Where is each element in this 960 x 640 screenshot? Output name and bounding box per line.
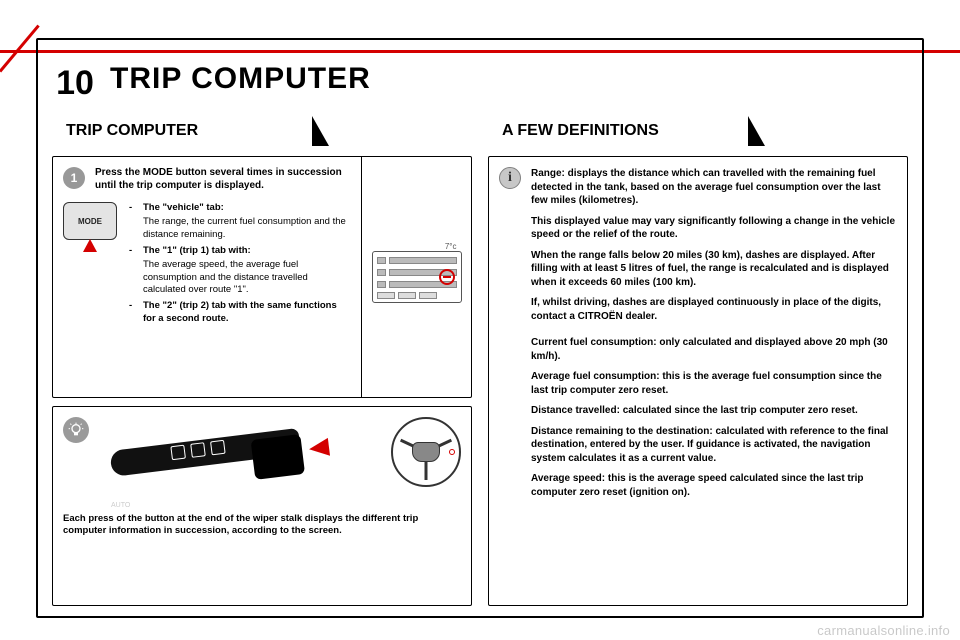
right-subheading: A FEW DEFINITIONS <box>488 116 748 146</box>
steering-wheel-icon <box>391 417 461 487</box>
tab2-title: The "2" (trip 2) tab with the same funct… <box>143 300 351 325</box>
def-dist-remaining: Distance remaining to the destination: c… <box>531 425 897 466</box>
stalk-row: AUTO <box>63 417 461 509</box>
page: 10 TRIP COMPUTER TRIP COMPUTER 1 Press t… <box>0 0 960 640</box>
range-p2: This displayed value may vary significan… <box>531 215 897 242</box>
definitions-panel: i Range: displays the distance which can… <box>488 156 908 606</box>
lcd-screen-icon: 7°c <box>372 251 462 303</box>
tab1-title: The "1" (trip 1) tab with: <box>143 245 251 257</box>
section-number: 10 <box>48 56 102 110</box>
right-subheading-text: A FEW DEFINITIONS <box>502 122 659 140</box>
range-p3: When the range falls below 20 miles (30 … <box>531 249 897 290</box>
defs-first-row: i Range: displays the distance which can… <box>499 167 897 330</box>
mode-button-illustration: MODE <box>63 202 117 240</box>
list-item: -The "2" (trip 2) tab with the same func… <box>129 300 351 325</box>
def-avg-fuel: Average fuel consumption: this is the av… <box>531 370 897 397</box>
mode-row: MODE -The "vehicle" tab: The range, the … <box>63 202 351 327</box>
left-subheading-text: TRIP COMPUTER <box>66 122 198 140</box>
tab1-desc: The average speed, the average fuel cons… <box>143 259 351 296</box>
section-title: TRIP COMPUTER <box>110 62 371 96</box>
columns: TRIP COMPUTER 1 Press the MODE button se… <box>52 116 908 606</box>
auto-label: AUTO <box>111 502 130 509</box>
tab0-desc: The range, the current fuel consumption … <box>143 216 351 241</box>
range-p4: If, whilst driving, dashes are displayed… <box>531 296 897 323</box>
red-corner-accent <box>0 25 40 73</box>
bottom-caption: Each press of the button at the end of t… <box>63 513 461 537</box>
mode-arrow-icon <box>83 239 97 252</box>
left-column: TRIP COMPUTER 1 Press the MODE button se… <box>52 116 472 606</box>
stalk-illustration: AUTO <box>103 417 377 509</box>
left-top-panel: 1 Press the MODE button several times in… <box>52 156 472 398</box>
left-top-inner: 1 Press the MODE button several times in… <box>53 157 361 397</box>
wiper-stalk-end <box>251 434 306 480</box>
lightbulb-icon <box>68 422 84 438</box>
watermark: carmanualsonline.info <box>817 623 950 638</box>
intro-text: Press the MODE button several times in s… <box>95 167 351 192</box>
left-subheading: TRIP COMPUTER <box>52 116 312 146</box>
left-bottom-panel: AUTO Each press of the button at the end… <box>52 406 472 606</box>
stalk-arrow-icon <box>308 438 330 458</box>
info-icon: i <box>499 167 521 189</box>
def-avg-speed: Average speed: this is the average speed… <box>531 472 897 499</box>
lcd-stop-icon <box>439 269 455 285</box>
def-distance: Distance travelled: calculated since the… <box>531 404 897 418</box>
bulb-icon <box>63 417 89 443</box>
mode-label: MODE <box>78 217 102 226</box>
right-column: A FEW DEFINITIONS i Range: displays the … <box>488 116 908 606</box>
lcd-cell: 7°c <box>361 157 471 397</box>
list-item: -The "vehicle" tab: <box>129 202 351 214</box>
tab0-title: The "vehicle" tab: <box>143 202 224 214</box>
intro-row: 1 Press the MODE button several times in… <box>63 167 351 192</box>
defs-block: Current fuel consumption: only calculate… <box>499 336 897 499</box>
tab-list: -The "vehicle" tab: The range, the curre… <box>129 202 351 327</box>
def-current: Current fuel consumption: only calculate… <box>531 336 897 363</box>
step-badge: 1 <box>63 167 85 189</box>
list-item: -The "1" (trip 1) tab with: <box>129 245 351 257</box>
wheel-indicator-icon <box>449 449 455 455</box>
range-p1: Range: displays the distance which can t… <box>531 167 897 208</box>
lcd-temp-label: 7°c <box>445 242 457 251</box>
